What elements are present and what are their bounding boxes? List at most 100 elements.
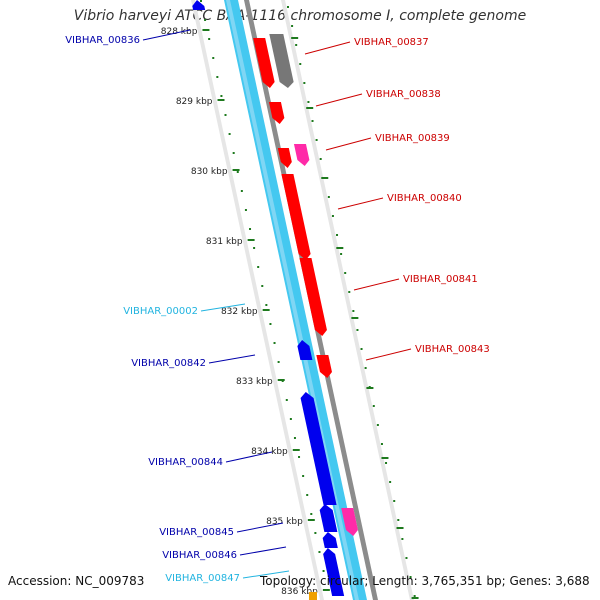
minor-tick-outer (200, 0, 202, 2)
minor-tick-outer (289, 418, 292, 420)
gene-arrow-00844 (300, 392, 337, 505)
gene-arrow-00841 (299, 258, 327, 336)
gene-arrow-00845 (319, 504, 338, 532)
gene-arrow-00845-rna (341, 508, 358, 536)
feature-label: VIBHAR_00844 (148, 457, 223, 468)
minor-tick-inner (364, 367, 367, 369)
label-leader-line (208, 354, 256, 364)
map-title: Vibrio harveyi ATCC BAA-1116 chromosome … (73, 8, 527, 24)
minor-tick-outer (310, 513, 313, 515)
minor-tick-outer (306, 494, 309, 496)
minor-tick-inner (319, 158, 322, 160)
backbone-rings (191, 0, 414, 600)
minor-tick-outer (232, 152, 235, 154)
label-leader-line (200, 303, 246, 312)
minor-tick-inner (409, 576, 412, 578)
gene-arrow-00840 (281, 174, 311, 260)
minor-tick-outer (253, 247, 256, 249)
feature-label: VIBHAR_00846 (162, 550, 237, 561)
minor-tick-outer (224, 114, 227, 116)
tick-label: 832 kbp (221, 307, 258, 317)
minor-tick-outer (236, 171, 239, 173)
minor-tick-inner (327, 196, 330, 198)
label-leader-line (315, 93, 363, 107)
minor-tick-inner (307, 101, 310, 103)
minor-tick-outer (273, 342, 276, 344)
gene-arrow-00843 (316, 355, 332, 378)
tick-label: 833 kbp (236, 377, 273, 387)
minor-tick-inner (340, 253, 343, 255)
minor-tick-inner (336, 234, 339, 236)
minor-tick-inner (352, 310, 355, 312)
minor-tick-outer (322, 570, 325, 572)
label-leader-line (365, 348, 412, 361)
gene-arrow-00838 (268, 102, 285, 124)
minor-tick-outer (244, 209, 247, 211)
topology-text: Topology: circular; Length: 3,765,351 bp… (260, 574, 590, 588)
feature-label: VIBHAR_00002 (123, 306, 198, 317)
gene-arrow-00846 (322, 532, 338, 548)
minor-tick-outer (204, 19, 207, 21)
feature-label: VIBHAR_00836 (65, 35, 140, 46)
minor-tick-inner (295, 44, 298, 46)
gene-arrow-00847 (323, 548, 345, 596)
minor-tick-inner (397, 519, 400, 521)
feature-label: VIBHAR_00845 (159, 527, 234, 538)
tick-label: 830 kbp (191, 167, 228, 177)
tick-label: 834 kbp (251, 447, 288, 457)
feature-label: VIBHAR_00839 (375, 133, 450, 144)
minor-tick-inner (356, 329, 359, 331)
outer-guide-ring (191, 0, 324, 600)
gene-arrows (192, 0, 358, 600)
minor-tick-inner (385, 462, 388, 464)
feature-label: VIBHAR_00837 (354, 37, 429, 48)
minor-tick-outer (298, 456, 301, 458)
minor-tick-inner (360, 348, 363, 350)
minor-tick-inner (376, 424, 379, 426)
label-leader-line (239, 546, 287, 556)
minor-tick-inner (372, 405, 375, 407)
label-leader-line (242, 570, 290, 579)
minor-tick-inner (393, 500, 396, 502)
minor-tick-outer (261, 285, 264, 287)
gene-arrow-orange (309, 592, 317, 600)
feature-labels: VIBHAR_00836 VIBHAR_00837 VIBHAR_00838 VIBH… (65, 29, 490, 584)
label-leader-line (236, 522, 284, 533)
tick-label: 831 kbp (206, 237, 243, 247)
gene-arrow-00837-pseudo (269, 34, 294, 88)
minor-tick-outer (240, 190, 243, 192)
minor-tick-outer (265, 304, 268, 306)
gene-arrow-00842 (297, 340, 313, 360)
minor-tick-inner (331, 215, 334, 217)
tick-label: 836 kbp (281, 587, 318, 597)
minor-tick-outer (302, 475, 305, 477)
minor-tick-outer (314, 532, 317, 534)
minor-tick-inner (405, 557, 408, 559)
gene-arrow-00837 (253, 38, 275, 88)
feature-label: VIBHAR_00838 (366, 89, 441, 100)
gene-arrow-00839-rna (293, 144, 310, 166)
tick-label: 829 kbp (176, 97, 213, 107)
minor-tick-outer (269, 323, 272, 325)
minor-tick-inner (348, 291, 351, 293)
minor-tick-outer (277, 361, 280, 363)
gene-arrow-00839 (277, 148, 292, 168)
minor-tick-inner (413, 595, 416, 597)
minor-tick-inner (401, 538, 404, 540)
minor-tick-outer (220, 95, 223, 97)
minor-tick-outer (318, 551, 321, 553)
minor-tick-outer (249, 228, 252, 230)
feature-label: VIBHAR_00843 (415, 344, 490, 355)
minor-tick-inner (380, 443, 383, 445)
minor-tick-inner (344, 272, 347, 274)
feature-label: VIBHAR_00842 (131, 358, 206, 369)
minor-tick-outer (208, 38, 211, 40)
label-leader-line (304, 41, 351, 55)
tick-label: 835 kbp (266, 517, 303, 527)
minor-tick-outer (216, 76, 219, 78)
label-leader-line (325, 137, 372, 151)
minor-tick-inner (303, 82, 306, 84)
minor-tick-inner (311, 120, 314, 122)
feature-label: VIBHAR_00841 (403, 274, 478, 285)
